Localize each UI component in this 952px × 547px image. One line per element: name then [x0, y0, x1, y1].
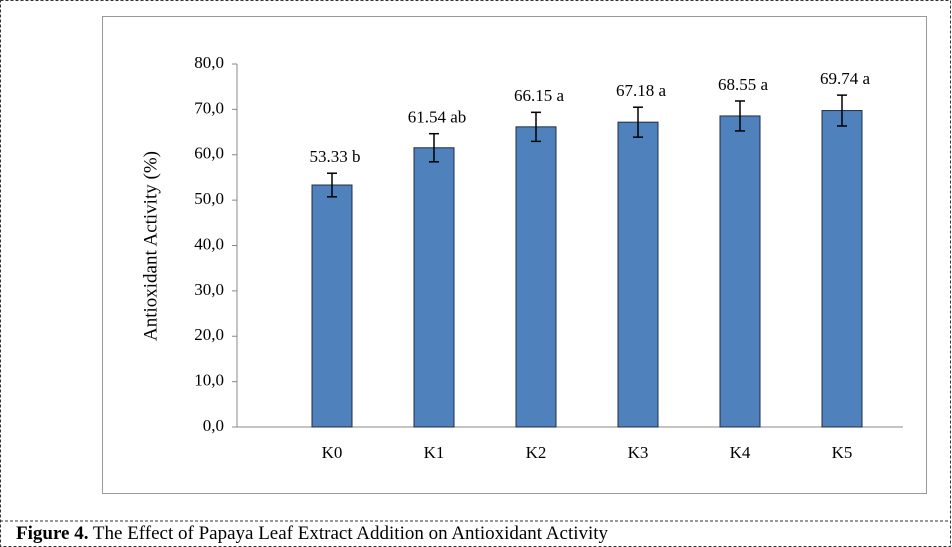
bar: [617, 121, 659, 428]
bar: [719, 115, 761, 428]
x-tick-label: K1: [424, 443, 445, 462]
y-tick-label: 50,0: [194, 189, 224, 208]
data-label: 53.33 b: [310, 147, 361, 166]
caption-text: The Effect of Papaya Leaf Extract Additi…: [93, 523, 609, 544]
x-tick-label: K3: [628, 443, 649, 462]
y-tick-label: 20,0: [194, 325, 224, 344]
bar: [413, 147, 455, 428]
data-label: 61.54 ab: [408, 108, 467, 127]
y-axis-label: Antioxidant Activity (%): [140, 151, 161, 341]
y-tick-label: 40,0: [194, 234, 224, 253]
data-label: 67.18 a: [616, 81, 667, 100]
y-tick-label: 80,0: [194, 53, 224, 72]
y-tick-label: 60,0: [194, 144, 224, 163]
chart-frame: [102, 16, 927, 494]
y-tick-label: 70,0: [194, 98, 224, 117]
bar: [515, 126, 557, 428]
y-tick-label: 0,0: [203, 416, 224, 435]
y-tick-label: 30,0: [194, 280, 224, 299]
bar: [311, 184, 353, 428]
data-label: 69.74 a: [820, 69, 871, 88]
x-tick-label: K0: [322, 443, 343, 462]
bar: [821, 110, 863, 428]
y-tick-label: 10,0: [194, 371, 224, 390]
data-label: 68.55 a: [718, 75, 769, 94]
caption: Figure 4. The Effect of Papaya Leaf Extr…: [16, 523, 609, 544]
x-tick-label: K4: [730, 443, 751, 462]
x-tick-label: K5: [832, 443, 853, 462]
caption-label: Figure 4.: [16, 523, 88, 544]
data-label: 66.15 a: [514, 86, 565, 105]
x-tick-label: K2: [526, 443, 547, 462]
